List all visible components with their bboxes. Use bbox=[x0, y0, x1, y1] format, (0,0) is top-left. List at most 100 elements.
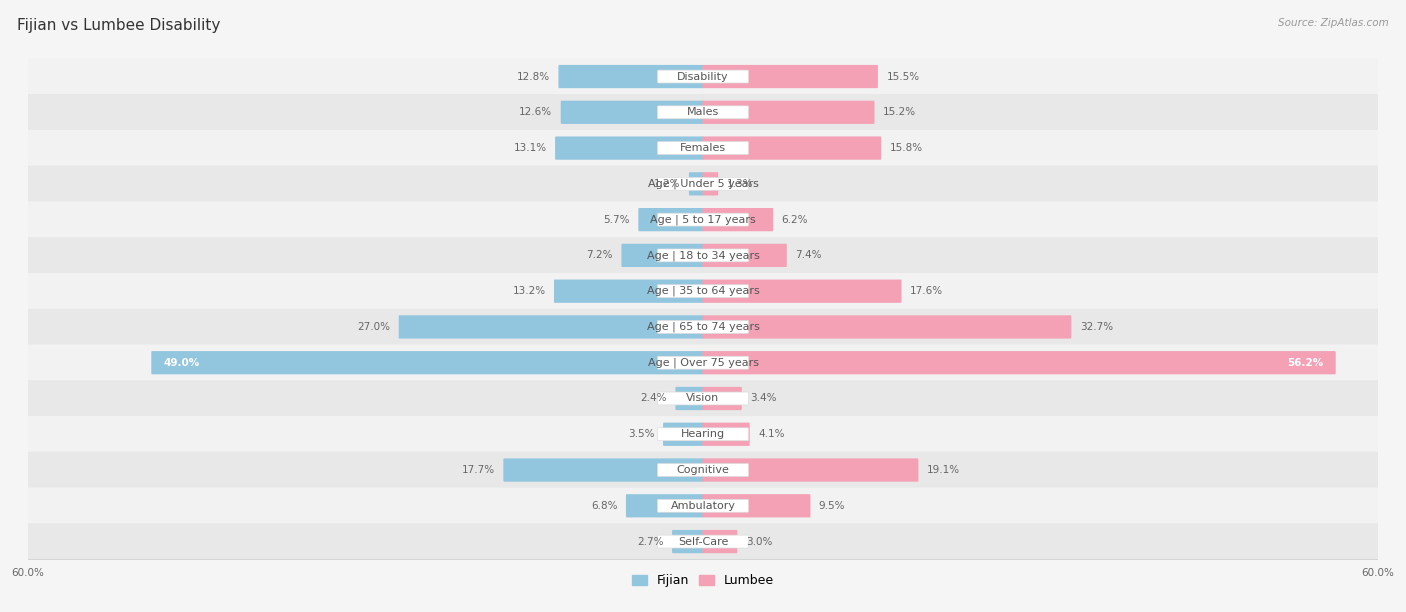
FancyBboxPatch shape bbox=[28, 58, 1378, 95]
Text: 4.1%: 4.1% bbox=[758, 429, 785, 439]
FancyBboxPatch shape bbox=[28, 380, 1378, 417]
FancyBboxPatch shape bbox=[658, 321, 748, 334]
Text: 6.2%: 6.2% bbox=[782, 215, 808, 225]
FancyBboxPatch shape bbox=[675, 387, 703, 410]
Text: 5.7%: 5.7% bbox=[603, 215, 630, 225]
Text: 3.4%: 3.4% bbox=[751, 394, 776, 403]
Text: Self-Care: Self-Care bbox=[678, 537, 728, 547]
Text: 1.2%: 1.2% bbox=[654, 179, 681, 189]
FancyBboxPatch shape bbox=[658, 141, 748, 154]
FancyBboxPatch shape bbox=[658, 356, 748, 369]
FancyBboxPatch shape bbox=[561, 101, 703, 124]
Text: Age | 5 to 17 years: Age | 5 to 17 years bbox=[650, 214, 756, 225]
FancyBboxPatch shape bbox=[638, 208, 703, 231]
FancyBboxPatch shape bbox=[703, 172, 718, 195]
FancyBboxPatch shape bbox=[658, 106, 748, 119]
Text: 49.0%: 49.0% bbox=[163, 358, 200, 368]
FancyBboxPatch shape bbox=[703, 458, 918, 482]
FancyBboxPatch shape bbox=[703, 351, 1336, 375]
Text: Age | 65 to 74 years: Age | 65 to 74 years bbox=[647, 322, 759, 332]
FancyBboxPatch shape bbox=[152, 351, 703, 375]
FancyBboxPatch shape bbox=[703, 244, 787, 267]
FancyBboxPatch shape bbox=[658, 70, 748, 83]
Text: 15.8%: 15.8% bbox=[890, 143, 922, 153]
FancyBboxPatch shape bbox=[28, 273, 1378, 310]
FancyBboxPatch shape bbox=[503, 458, 703, 482]
FancyBboxPatch shape bbox=[28, 94, 1378, 130]
Text: 13.2%: 13.2% bbox=[512, 286, 546, 296]
Legend: Fijian, Lumbee: Fijian, Lumbee bbox=[627, 569, 779, 592]
Text: Age | 18 to 34 years: Age | 18 to 34 years bbox=[647, 250, 759, 261]
FancyBboxPatch shape bbox=[28, 308, 1378, 345]
Text: 15.5%: 15.5% bbox=[886, 72, 920, 81]
FancyBboxPatch shape bbox=[28, 452, 1378, 488]
Text: Vision: Vision bbox=[686, 394, 720, 403]
Text: 56.2%: 56.2% bbox=[1288, 358, 1324, 368]
Text: 19.1%: 19.1% bbox=[927, 465, 960, 475]
Text: Source: ZipAtlas.com: Source: ZipAtlas.com bbox=[1278, 18, 1389, 28]
FancyBboxPatch shape bbox=[689, 172, 703, 195]
FancyBboxPatch shape bbox=[703, 101, 875, 124]
FancyBboxPatch shape bbox=[621, 244, 703, 267]
Text: Cognitive: Cognitive bbox=[676, 465, 730, 475]
Text: 12.6%: 12.6% bbox=[519, 107, 553, 118]
FancyBboxPatch shape bbox=[703, 530, 737, 553]
FancyBboxPatch shape bbox=[658, 464, 748, 477]
Text: 12.8%: 12.8% bbox=[517, 72, 550, 81]
Text: 7.2%: 7.2% bbox=[586, 250, 613, 260]
FancyBboxPatch shape bbox=[28, 345, 1378, 381]
FancyBboxPatch shape bbox=[28, 130, 1378, 166]
FancyBboxPatch shape bbox=[658, 213, 748, 226]
Text: 13.1%: 13.1% bbox=[513, 143, 547, 153]
Text: 3.0%: 3.0% bbox=[745, 537, 772, 547]
FancyBboxPatch shape bbox=[28, 416, 1378, 452]
Text: Females: Females bbox=[681, 143, 725, 153]
FancyBboxPatch shape bbox=[399, 315, 703, 338]
FancyBboxPatch shape bbox=[28, 237, 1378, 274]
FancyBboxPatch shape bbox=[658, 535, 748, 548]
Text: 27.0%: 27.0% bbox=[357, 322, 391, 332]
Text: Fijian vs Lumbee Disability: Fijian vs Lumbee Disability bbox=[17, 18, 221, 34]
FancyBboxPatch shape bbox=[703, 315, 1071, 338]
FancyBboxPatch shape bbox=[703, 423, 749, 446]
Text: Hearing: Hearing bbox=[681, 429, 725, 439]
Text: 15.2%: 15.2% bbox=[883, 107, 917, 118]
FancyBboxPatch shape bbox=[626, 494, 703, 517]
Text: 2.7%: 2.7% bbox=[637, 537, 664, 547]
FancyBboxPatch shape bbox=[658, 428, 748, 441]
FancyBboxPatch shape bbox=[28, 201, 1378, 238]
FancyBboxPatch shape bbox=[28, 488, 1378, 524]
FancyBboxPatch shape bbox=[703, 208, 773, 231]
Text: Ambulatory: Ambulatory bbox=[671, 501, 735, 511]
FancyBboxPatch shape bbox=[28, 523, 1378, 560]
FancyBboxPatch shape bbox=[658, 499, 748, 512]
Text: 17.6%: 17.6% bbox=[910, 286, 943, 296]
Text: 1.3%: 1.3% bbox=[727, 179, 754, 189]
FancyBboxPatch shape bbox=[703, 136, 882, 160]
FancyBboxPatch shape bbox=[672, 530, 703, 553]
FancyBboxPatch shape bbox=[658, 285, 748, 297]
Text: 32.7%: 32.7% bbox=[1080, 322, 1114, 332]
FancyBboxPatch shape bbox=[658, 392, 748, 405]
Text: Males: Males bbox=[688, 107, 718, 118]
Text: Age | 35 to 64 years: Age | 35 to 64 years bbox=[647, 286, 759, 296]
FancyBboxPatch shape bbox=[658, 177, 748, 190]
FancyBboxPatch shape bbox=[658, 249, 748, 262]
FancyBboxPatch shape bbox=[703, 387, 742, 410]
FancyBboxPatch shape bbox=[555, 136, 703, 160]
Text: 2.4%: 2.4% bbox=[641, 394, 666, 403]
FancyBboxPatch shape bbox=[554, 280, 703, 303]
FancyBboxPatch shape bbox=[28, 166, 1378, 202]
Text: Disability: Disability bbox=[678, 72, 728, 81]
FancyBboxPatch shape bbox=[703, 494, 810, 517]
FancyBboxPatch shape bbox=[664, 423, 703, 446]
Text: 7.4%: 7.4% bbox=[796, 250, 821, 260]
Text: 9.5%: 9.5% bbox=[818, 501, 845, 511]
FancyBboxPatch shape bbox=[558, 65, 703, 88]
Text: 3.5%: 3.5% bbox=[628, 429, 655, 439]
FancyBboxPatch shape bbox=[703, 65, 877, 88]
Text: Age | Over 75 years: Age | Over 75 years bbox=[648, 357, 758, 368]
Text: 6.8%: 6.8% bbox=[591, 501, 617, 511]
FancyBboxPatch shape bbox=[703, 280, 901, 303]
Text: 17.7%: 17.7% bbox=[461, 465, 495, 475]
